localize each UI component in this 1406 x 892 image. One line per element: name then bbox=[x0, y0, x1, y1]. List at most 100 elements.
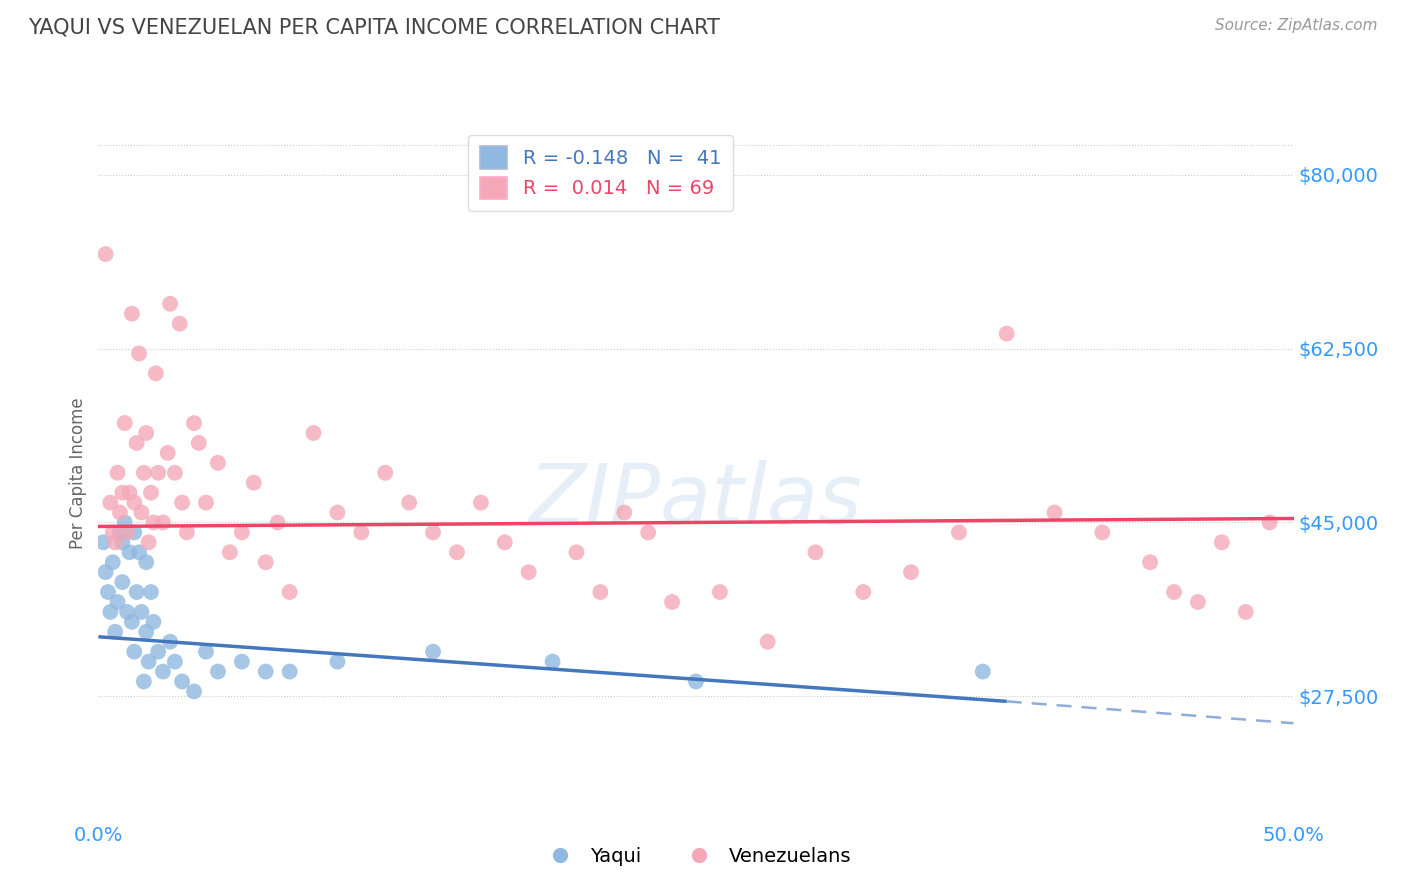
Point bbox=[121, 307, 143, 321]
Point bbox=[101, 555, 124, 569]
Text: ZIPatlas: ZIPatlas bbox=[529, 460, 863, 541]
Point bbox=[494, 535, 516, 549]
Point bbox=[125, 585, 148, 599]
Point bbox=[194, 495, 218, 509]
Point bbox=[350, 525, 373, 540]
Point bbox=[148, 645, 170, 659]
Point bbox=[756, 634, 779, 648]
Point bbox=[207, 456, 229, 470]
Point bbox=[398, 495, 420, 509]
Y-axis label: Per Capita Income: Per Capita Income bbox=[69, 397, 87, 549]
Point bbox=[1091, 525, 1114, 540]
Point bbox=[107, 595, 129, 609]
Point bbox=[104, 535, 127, 549]
Point bbox=[163, 466, 186, 480]
Point bbox=[374, 466, 396, 480]
Point bbox=[118, 545, 141, 559]
Point bbox=[804, 545, 827, 559]
Point bbox=[685, 674, 707, 689]
Point bbox=[326, 655, 349, 669]
Point bbox=[121, 615, 143, 629]
Point bbox=[139, 485, 162, 500]
Point bbox=[302, 425, 325, 440]
Point bbox=[108, 525, 131, 540]
Point bbox=[124, 645, 146, 659]
Point bbox=[135, 624, 157, 639]
Point bbox=[278, 585, 301, 599]
Point bbox=[125, 436, 148, 450]
Point bbox=[254, 665, 277, 679]
Point bbox=[131, 506, 153, 520]
Point bbox=[517, 565, 540, 579]
Point bbox=[972, 665, 994, 679]
Point bbox=[118, 485, 141, 500]
Point bbox=[948, 525, 970, 540]
Text: Source: ZipAtlas.com: Source: ZipAtlas.com bbox=[1215, 18, 1378, 33]
Point bbox=[278, 665, 301, 679]
Point bbox=[142, 516, 165, 530]
Point bbox=[1258, 516, 1281, 530]
Point bbox=[172, 674, 194, 689]
Point bbox=[108, 506, 131, 520]
Point bbox=[172, 495, 194, 509]
Point bbox=[231, 655, 253, 669]
Point bbox=[446, 545, 468, 559]
Point bbox=[135, 555, 157, 569]
Point bbox=[94, 247, 117, 261]
Point bbox=[138, 535, 160, 549]
Point bbox=[163, 655, 186, 669]
Legend: Yaqui, Venezuelans: Yaqui, Venezuelans bbox=[533, 839, 859, 873]
Point bbox=[709, 585, 731, 599]
Point bbox=[661, 595, 683, 609]
Point bbox=[1163, 585, 1185, 599]
Point bbox=[470, 495, 492, 509]
Point bbox=[132, 466, 155, 480]
Point bbox=[1139, 555, 1161, 569]
Point bbox=[267, 516, 290, 530]
Point bbox=[183, 416, 205, 430]
Point bbox=[111, 535, 134, 549]
Point bbox=[98, 605, 122, 619]
Point bbox=[97, 585, 120, 599]
Point bbox=[1234, 605, 1257, 619]
Point bbox=[145, 367, 167, 381]
Point bbox=[142, 615, 165, 629]
Point bbox=[231, 525, 253, 540]
Point bbox=[176, 525, 198, 540]
Point bbox=[132, 674, 155, 689]
Point bbox=[852, 585, 875, 599]
Point bbox=[187, 436, 209, 450]
Point bbox=[94, 565, 117, 579]
Point bbox=[111, 575, 134, 590]
Point bbox=[152, 665, 174, 679]
Point bbox=[101, 525, 124, 540]
Point bbox=[139, 585, 162, 599]
Point bbox=[107, 466, 129, 480]
Point bbox=[159, 634, 181, 648]
Point bbox=[637, 525, 659, 540]
Point bbox=[128, 545, 150, 559]
Point bbox=[613, 506, 636, 520]
Point bbox=[589, 585, 612, 599]
Point bbox=[1043, 506, 1066, 520]
Point bbox=[152, 516, 174, 530]
Point bbox=[900, 565, 922, 579]
Point bbox=[91, 535, 114, 549]
Point bbox=[156, 446, 179, 460]
Point bbox=[115, 525, 138, 540]
Point bbox=[128, 346, 150, 360]
Point bbox=[98, 495, 122, 509]
Point bbox=[243, 475, 266, 490]
Point bbox=[422, 645, 444, 659]
Point bbox=[124, 495, 146, 509]
Point bbox=[114, 416, 136, 430]
Point bbox=[115, 605, 138, 619]
Point bbox=[124, 525, 146, 540]
Point bbox=[995, 326, 1018, 341]
Point bbox=[169, 317, 191, 331]
Point bbox=[159, 297, 181, 311]
Point bbox=[194, 645, 218, 659]
Point bbox=[114, 516, 136, 530]
Point bbox=[541, 655, 564, 669]
Text: YAQUI VS VENEZUELAN PER CAPITA INCOME CORRELATION CHART: YAQUI VS VENEZUELAN PER CAPITA INCOME CO… bbox=[28, 18, 720, 37]
